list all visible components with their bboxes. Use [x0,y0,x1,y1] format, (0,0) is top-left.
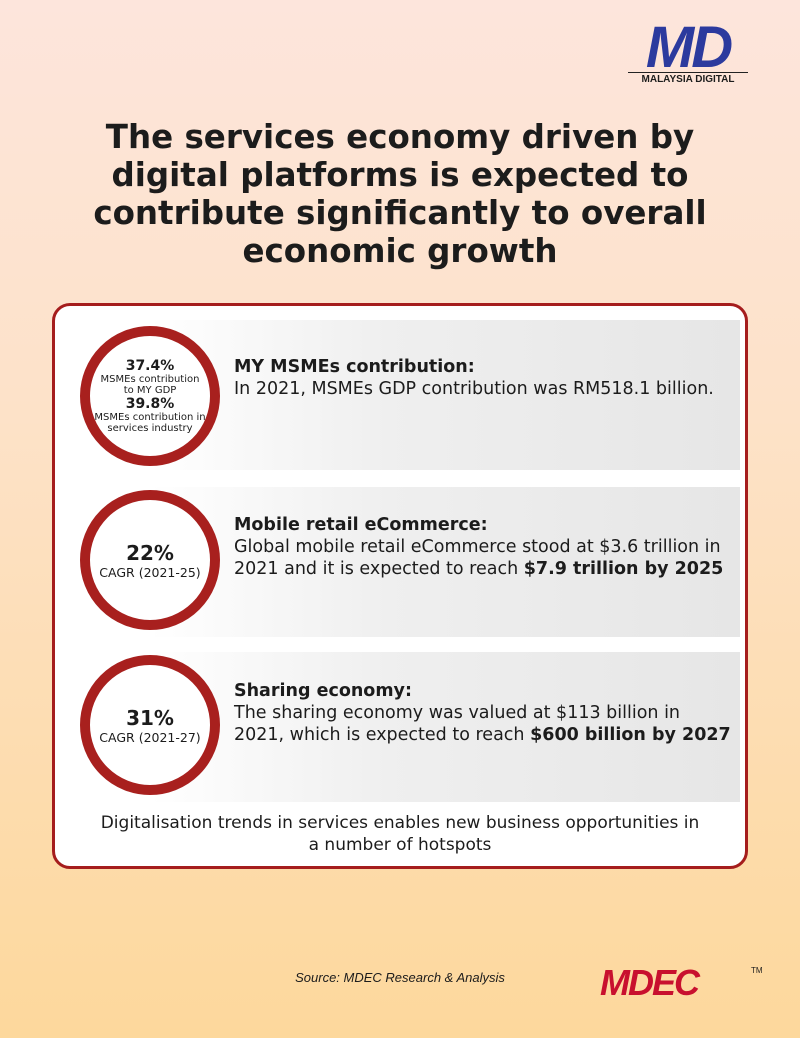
item-text: MY MSMEs contribution: In 2021, MSMEs GD… [234,356,734,400]
stat-circle: 22% CAGR (2021-25) [80,490,220,630]
item-heading: Mobile retail eCommerce: [234,515,488,535]
stat: 39.8% [125,396,175,412]
stat-caption: MSMEs contribution in services industry [94,412,206,434]
source: Source: MDEC Research & Analysis [295,970,505,985]
item-body: In 2021, MSMEs GDP contribution was RM51… [234,379,714,399]
footnote: Digitalisation trends in services enable… [100,813,700,855]
item-heading: MY MSMEs contribution: [234,357,475,377]
row-band [150,487,740,637]
title: The services economy driven by digital p… [93,118,707,270]
stat-caption: MSMEs contribution to MY GDP [100,374,200,396]
item-heading: Sharing economy: [234,681,412,701]
item-body: The sharing economy was valued at $113 b… [234,703,681,745]
trademark: TM [751,966,763,975]
stat: 37.4% [125,358,175,374]
row-band [150,652,740,802]
item-highlight: $600 billion by 2027 [530,725,731,745]
row-band [150,320,740,470]
item-highlight: $7.9 trillion by 2025 [523,559,724,579]
brand-logo: MDEC [600,962,700,1003]
stat-circle: 37.4% MSMEs contribution to MY GDP 39.8%… [80,326,220,466]
item-text: Mobile retail eCommerce: Global mobile r… [234,514,734,580]
item-text: Sharing economy: The sharing economy was… [234,680,734,746]
logo-name: MALAYSIA DIGITAL [628,72,748,85]
stat: 22% [126,540,174,565]
stat-circle: 31% CAGR (2021-27) [80,655,220,795]
stat: 31% [126,705,174,730]
logo-mark: MD [645,15,733,80]
item-body: Global mobile retail eCommerce stood at … [234,537,721,579]
stat-caption: CAGR (2021-25) [99,564,201,580]
stat-caption: CAGR (2021-27) [99,729,201,745]
